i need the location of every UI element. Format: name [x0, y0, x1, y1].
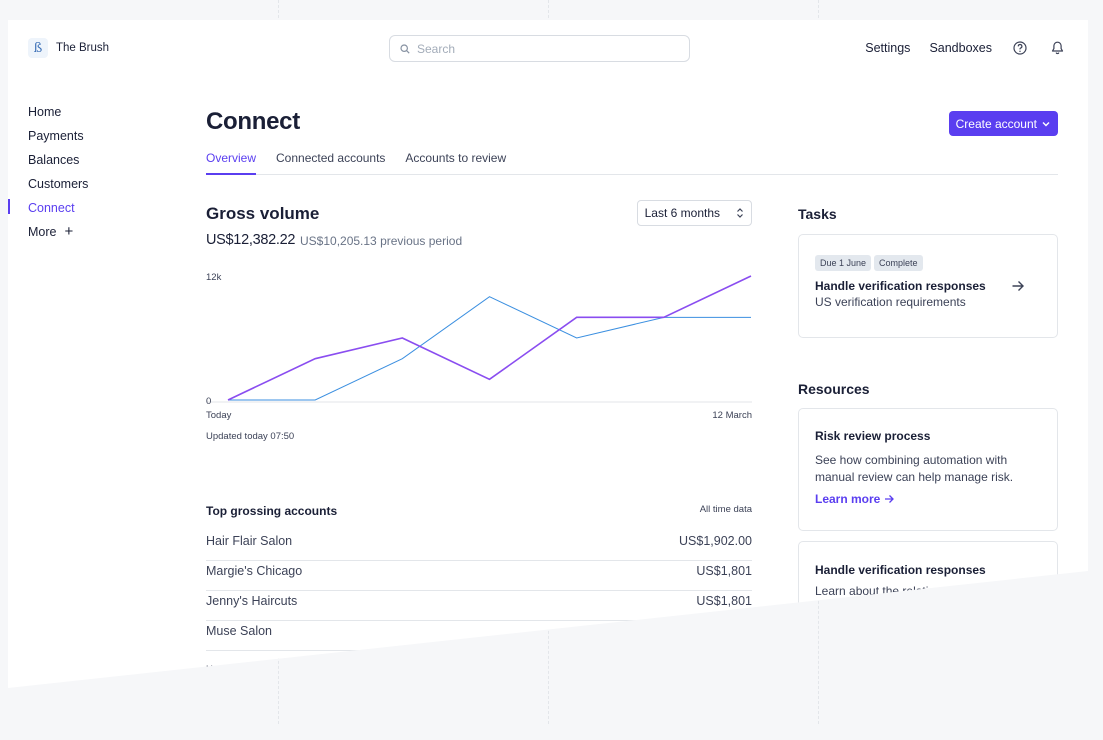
- sort-arrows-icon: [737, 208, 743, 218]
- account-name: Margie's Chicago: [206, 564, 303, 578]
- resources-title: Resources: [798, 381, 870, 397]
- search-input[interactable]: [415, 40, 679, 57]
- sidebar-item-customers[interactable]: Customers: [28, 176, 88, 200]
- account-amount: US$1,902.00: [679, 534, 752, 548]
- tab-accounts-to-review[interactable]: Accounts to review: [405, 151, 507, 165]
- resource-text: Learn about the relationship between: [815, 584, 1013, 598]
- app-window: ß The Brush Settings Sandboxes Home Paym…: [8, 20, 1088, 688]
- table-row[interactable]: Margie's Chicago US$1,801: [206, 562, 752, 591]
- sidebar-item-label: Connect: [28, 201, 75, 215]
- task-subtitle: US verification requirements: [815, 295, 966, 309]
- top-accounts-updated: Updated today 07:50: [206, 664, 295, 675]
- period-select-value: Last 6 months: [644, 206, 720, 220]
- tab-overview[interactable]: Overview: [206, 151, 257, 175]
- resource-card-verification[interactable]: Handle verification responses Learn abou…: [798, 541, 1058, 641]
- account-amount: US$1,801: [696, 624, 752, 638]
- sidebar-item-balances[interactable]: Balances: [28, 152, 88, 176]
- brand[interactable]: ß The Brush: [28, 38, 109, 58]
- create-account-label: Create account: [955, 116, 1037, 131]
- sidebar-item-label: Payments: [28, 129, 84, 143]
- settings-link[interactable]: Settings: [865, 41, 911, 55]
- task-card[interactable]: Due 1 June Complete Handle verification r…: [798, 234, 1058, 338]
- x-tick-label: Today: [206, 410, 232, 421]
- task-badges: Due 1 June Complete: [815, 253, 1041, 271]
- sidebar-item-connect[interactable]: Connect: [8, 199, 88, 224]
- top-bar: ß The Brush Settings Sandboxes: [8, 20, 1088, 78]
- account-amount: US$1,801: [696, 564, 752, 578]
- account-amount: US$1,801: [696, 594, 752, 608]
- tasks-title: Tasks: [798, 206, 837, 222]
- sidebar-item-label: Balances: [28, 153, 80, 167]
- create-account-button[interactable]: Create account: [948, 111, 1058, 136]
- series-line: [227, 275, 752, 401]
- top-accounts-header: Top grossing accounts All time data: [206, 504, 752, 532]
- sidebar-item-home[interactable]: Home: [28, 104, 88, 128]
- period-select[interactable]: Last 6 months: [636, 200, 752, 226]
- learn-more-link[interactable]: Learn more: [815, 492, 1041, 506]
- account-name: Hair Flair Salon: [206, 534, 293, 548]
- sidebar-item-label: Home: [28, 105, 62, 119]
- top-accounts-title: Top grossing accounts: [206, 504, 338, 518]
- search-icon: [400, 43, 410, 54]
- arrow-right-icon[interactable]: [1011, 279, 1025, 293]
- chevron-down-icon: [1042, 121, 1050, 126]
- top-accounts-section: Top grossing accounts All time data Hair…: [206, 504, 752, 675]
- help-icon[interactable]: [1011, 39, 1029, 57]
- resource-title: Handle verification responses: [815, 563, 986, 577]
- table-row[interactable]: Muse Salon US$1,801: [206, 622, 752, 651]
- resource-card-risk[interactable]: Risk review process See how combining au…: [798, 408, 1058, 531]
- gross-volume-title: Gross volume: [206, 204, 320, 223]
- notifications-bell-icon[interactable]: [1048, 39, 1066, 57]
- search-box[interactable]: [389, 35, 690, 62]
- arrow-right-icon: [885, 495, 895, 503]
- y-tick-label: 0: [206, 396, 211, 407]
- gross-volume-amount: US$12,382.22: [206, 232, 296, 248]
- account-name: Jenny's Haircuts: [206, 594, 298, 608]
- sidebar: Home Payments Balances Customers Connect…: [8, 104, 88, 248]
- due-date-badge: Due 1 June: [815, 255, 872, 271]
- table-row[interactable]: Hair Flair Salon US$1,902.00: [206, 532, 752, 561]
- sidebar-item-label: More: [28, 225, 57, 239]
- sandboxes-link[interactable]: Sandboxes: [929, 41, 992, 55]
- sidebar-item-label: Customers: [28, 177, 89, 191]
- previous-period-amount: US$10,205.13 previous period: [300, 234, 463, 248]
- learn-more-label: Learn more: [815, 492, 881, 506]
- y-tick-label: 12k: [206, 272, 222, 283]
- table-row[interactable]: Jenny's Haircuts US$1,801: [206, 592, 752, 621]
- top-accounts-scope: All time data: [699, 504, 752, 515]
- gross-volume-chart: 12k 0 Today 12 March: [206, 272, 752, 421]
- resource-title: Risk review process: [815, 429, 931, 443]
- status-badge: Complete: [874, 255, 923, 271]
- series-line: [228, 296, 751, 401]
- x-tick-label: 12 March: [712, 410, 752, 421]
- plus-icon: +: [64, 223, 74, 240]
- sidebar-item-payments[interactable]: Payments: [28, 128, 88, 152]
- page-title: Connect: [206, 108, 300, 135]
- resource-text: See how combining automation with manual…: [815, 453, 1014, 484]
- task-title: Handle verification responses: [815, 279, 986, 293]
- tabs: Overview Connected accounts Accounts to …: [206, 151, 1058, 175]
- sidebar-item-more[interactable]: More +: [28, 224, 88, 248]
- account-name: Muse Salon: [206, 624, 273, 638]
- top-links: Settings Sandboxes: [865, 39, 1066, 57]
- gross-volume-updated: Updated today 07:50: [206, 431, 295, 442]
- brand-logo: ß: [28, 38, 48, 58]
- brand-name: The Brush: [56, 42, 110, 54]
- tab-connected-accounts[interactable]: Connected accounts: [276, 151, 386, 165]
